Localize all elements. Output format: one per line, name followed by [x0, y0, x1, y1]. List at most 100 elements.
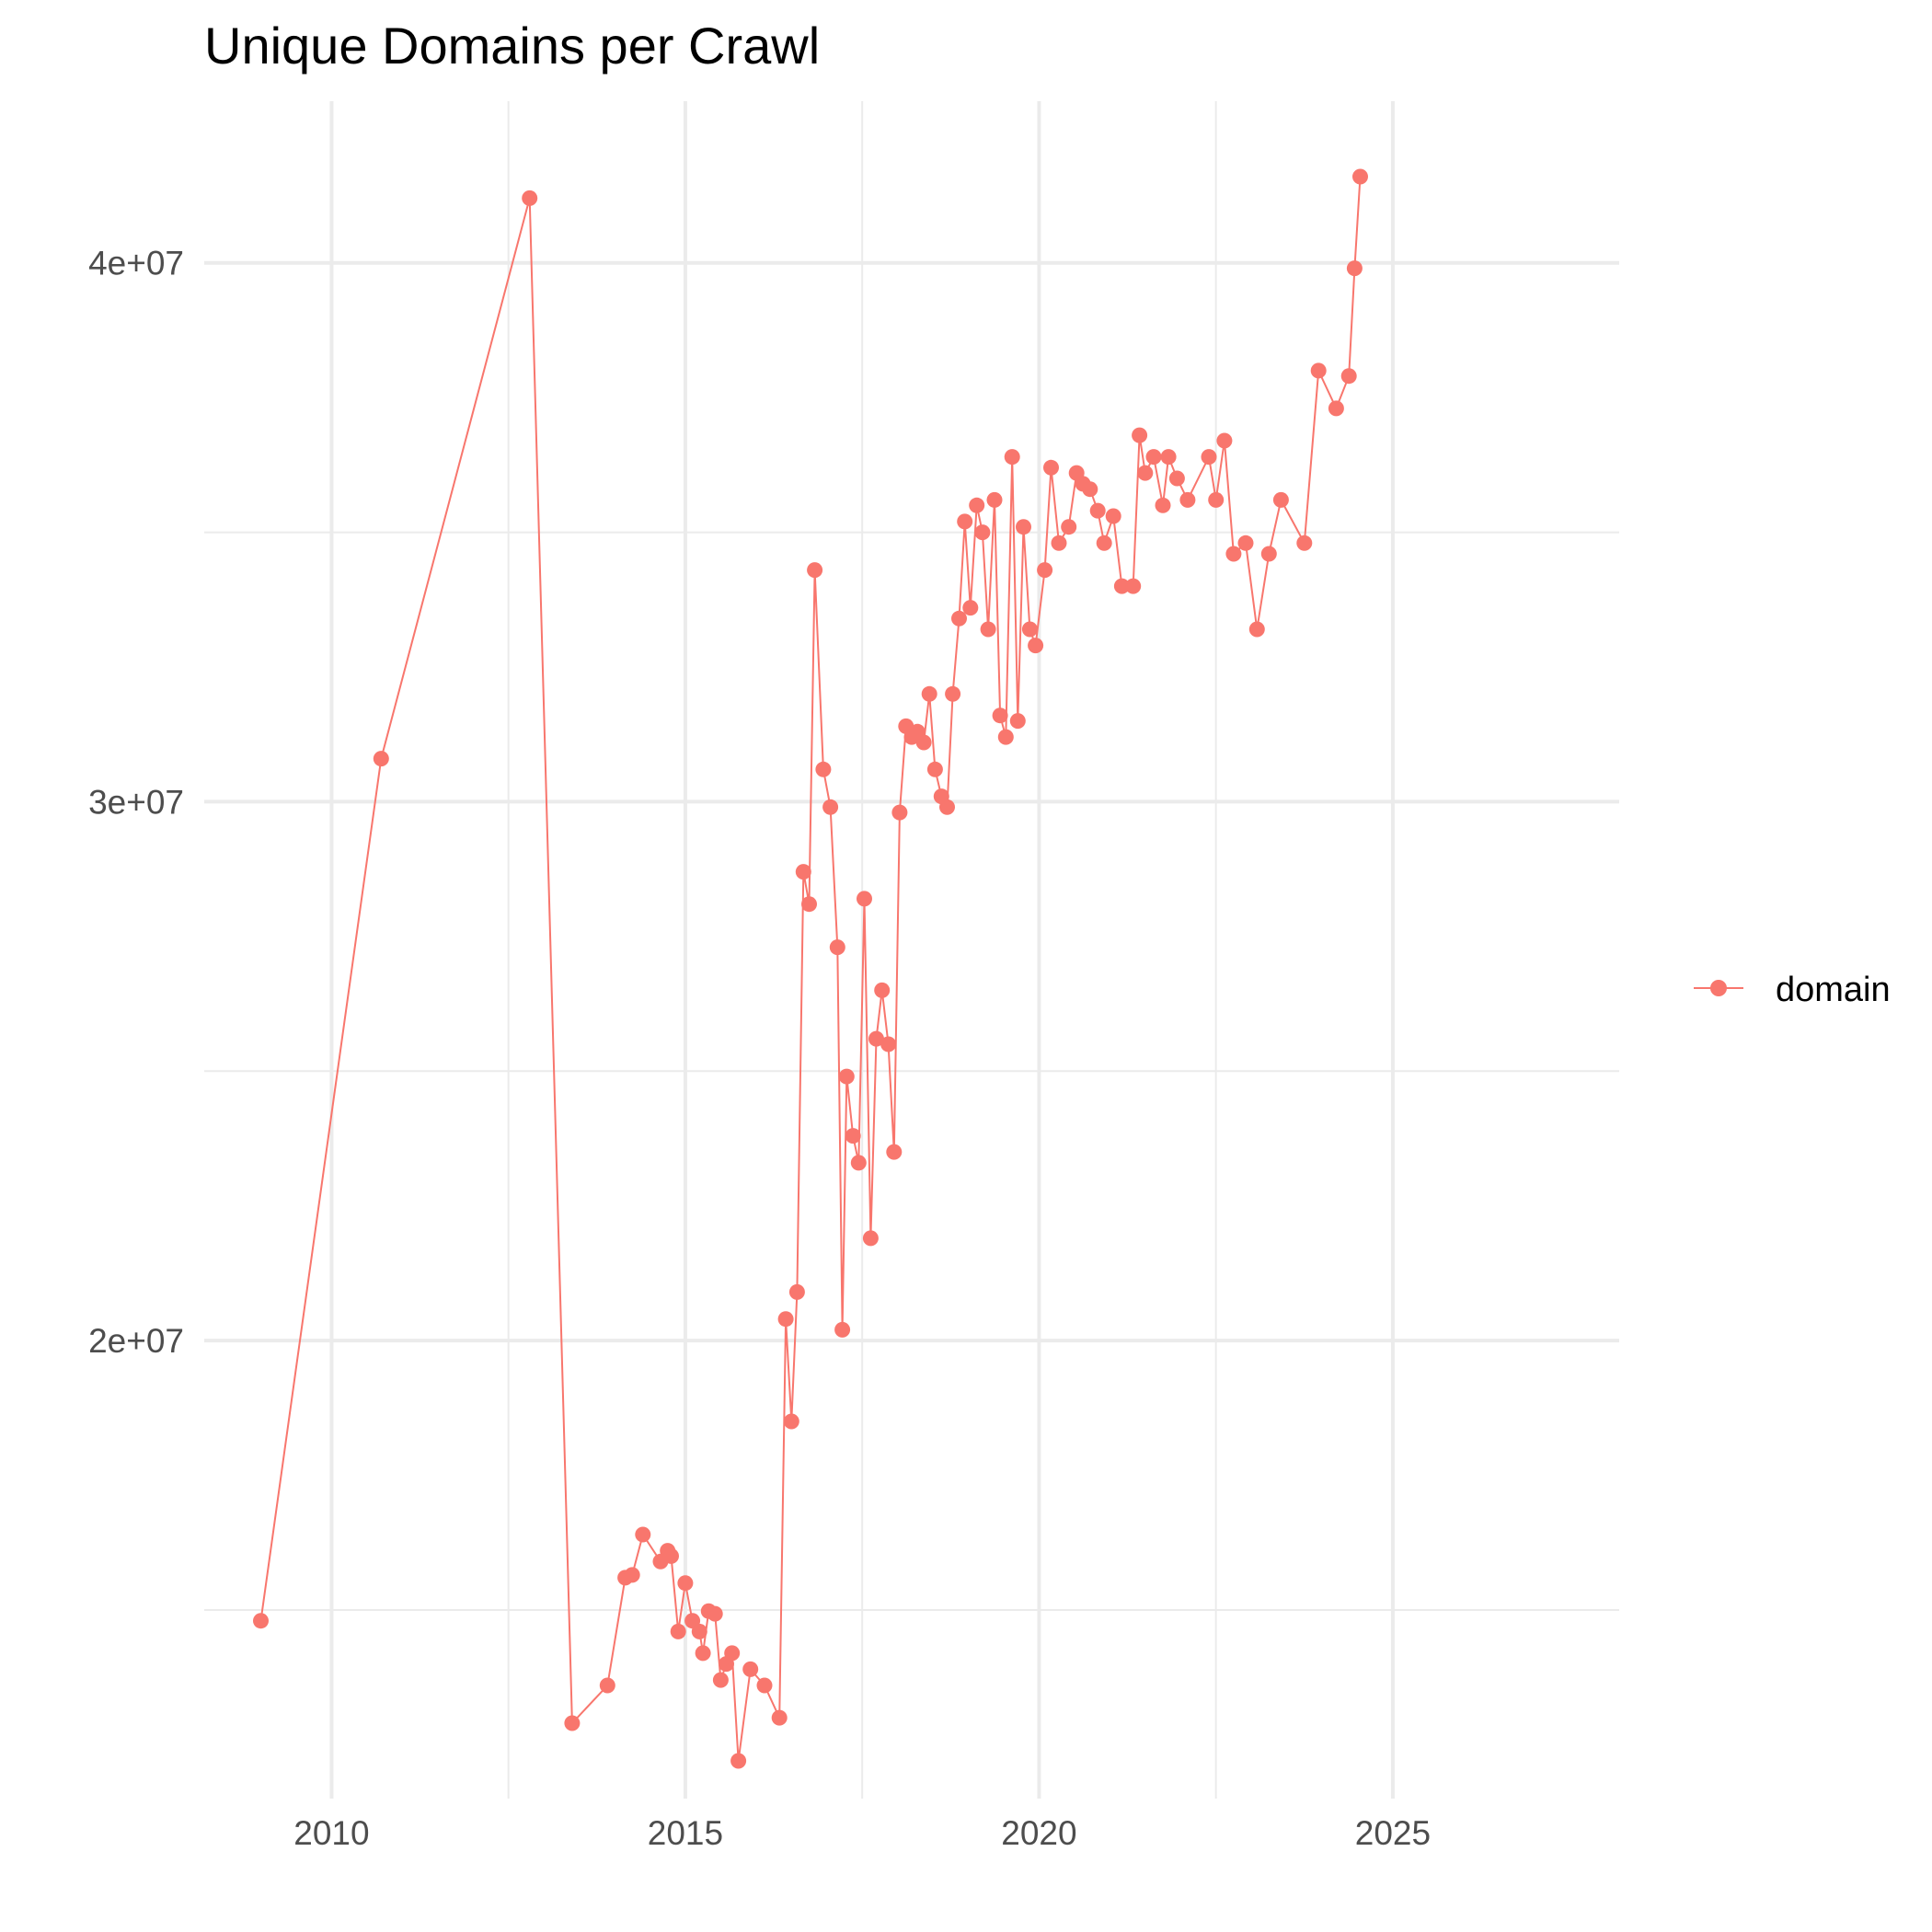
y-tick-label: 3e+07	[88, 783, 184, 821]
data-point	[253, 1613, 269, 1629]
data-point	[915, 734, 932, 751]
data-point	[986, 491, 1003, 508]
data-point	[663, 1547, 679, 1564]
data-point	[1089, 502, 1106, 519]
data-point	[777, 1311, 794, 1328]
data-point	[1237, 535, 1254, 551]
data-point	[522, 190, 538, 206]
grid	[204, 101, 1619, 1799]
data-point	[868, 1030, 884, 1047]
data-point	[886, 1144, 903, 1160]
data-point	[921, 685, 937, 702]
data-point	[1310, 362, 1327, 379]
data-point	[1004, 449, 1020, 466]
data-point	[862, 1230, 879, 1247]
data-point	[712, 1672, 729, 1688]
legend-key-point	[1710, 980, 1727, 996]
data-point	[707, 1605, 723, 1622]
data-point	[624, 1567, 640, 1583]
data-point	[1272, 491, 1289, 508]
data-point	[635, 1526, 651, 1543]
data-point	[1113, 578, 1130, 594]
x-axis-tick-labels: 2010 2015 2020 2025	[293, 1814, 1431, 1852]
data-point	[997, 729, 1014, 745]
data-point	[1340, 368, 1357, 385]
data-point	[1051, 535, 1067, 551]
data-point	[1028, 638, 1044, 654]
data-point	[845, 1128, 861, 1144]
data-point	[783, 1413, 799, 1430]
data-point	[1328, 400, 1344, 417]
y-tick-label: 4e+07	[88, 245, 184, 282]
data-point	[724, 1645, 741, 1662]
data-point	[691, 1623, 707, 1639]
data-point	[771, 1709, 788, 1726]
x-tick-label: 2025	[1355, 1814, 1431, 1852]
data-point	[962, 600, 979, 616]
data-point	[788, 1283, 805, 1300]
data-point	[822, 799, 839, 815]
data-point	[1352, 168, 1368, 185]
data-point	[1296, 535, 1313, 551]
data-point	[838, 1068, 855, 1085]
data-point	[564, 1715, 581, 1731]
data-point	[1179, 491, 1196, 508]
data-point	[969, 497, 985, 513]
data-point	[1155, 497, 1171, 513]
data-point	[1105, 508, 1121, 524]
data-point	[801, 896, 817, 913]
data-point	[945, 685, 961, 702]
data-point	[599, 1677, 615, 1694]
data-point	[795, 864, 811, 880]
data-point	[829, 939, 845, 956]
data-point	[980, 621, 996, 638]
data-point	[992, 707, 1008, 724]
data-point	[1016, 519, 1031, 535]
data-point	[1208, 491, 1225, 508]
data-point	[926, 761, 943, 777]
y-tick-label: 2e+07	[88, 1322, 184, 1360]
data-point	[815, 761, 832, 777]
data-point	[1346, 260, 1363, 277]
data-point	[373, 751, 389, 767]
data-point	[834, 1321, 851, 1338]
data-point	[1137, 465, 1154, 481]
data-point	[1160, 449, 1177, 466]
data-point	[1082, 481, 1098, 498]
data-point	[1125, 578, 1142, 594]
x-tick-label: 2020	[1001, 1814, 1076, 1852]
data-point	[891, 804, 908, 821]
x-tick-label: 2010	[293, 1814, 369, 1852]
data-point	[1248, 621, 1265, 638]
data-point	[1132, 427, 1148, 443]
data-point	[670, 1623, 686, 1639]
data-point	[850, 1155, 867, 1171]
data-point	[857, 891, 872, 907]
data-point	[1043, 459, 1059, 476]
data-point	[1260, 546, 1277, 562]
data-point	[807, 562, 823, 579]
data-point	[677, 1575, 694, 1592]
data-point	[1037, 562, 1053, 579]
data-point	[730, 1753, 747, 1769]
data-point	[1225, 546, 1242, 562]
y-axis-tick-labels: 2e+07 3e+07 4e+07	[88, 245, 184, 1360]
series-layer	[253, 168, 1368, 1769]
legend: domain	[1694, 971, 1891, 1009]
legend-label-domain: domain	[1776, 971, 1891, 1009]
data-point	[951, 610, 967, 627]
data-point	[1168, 470, 1185, 487]
data-point	[1216, 432, 1233, 449]
data-point	[974, 524, 991, 541]
series-line-domain	[259, 176, 1362, 1762]
data-point	[742, 1661, 759, 1677]
chart-title: Unique Domains per Crawl	[204, 17, 820, 75]
data-point	[1145, 449, 1162, 466]
data-point	[957, 513, 973, 530]
data-point	[939, 799, 955, 815]
data-point	[695, 1645, 711, 1662]
data-point	[880, 1036, 897, 1052]
data-point	[1021, 621, 1038, 638]
data-point	[874, 982, 891, 998]
